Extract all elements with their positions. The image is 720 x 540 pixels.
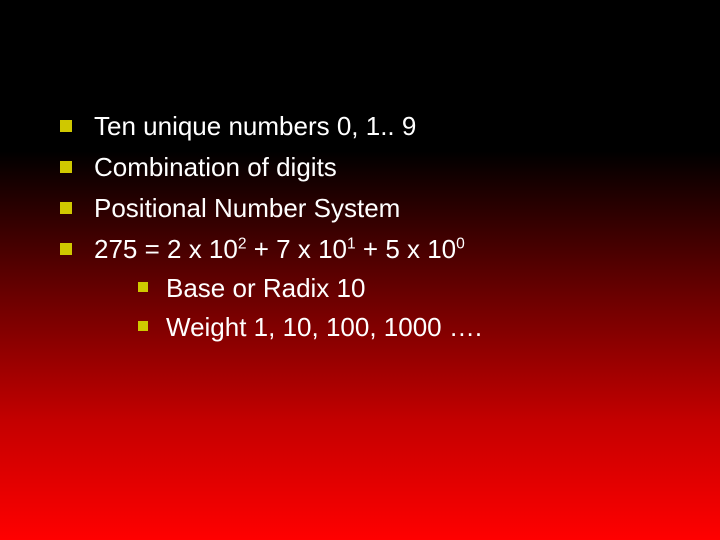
eq-exp: 2 <box>238 236 247 253</box>
slide-content: Decimal Number System Ten unique numbers… <box>0 30 720 346</box>
equation-text: 275 = 2 x 102 + 7 x 101 + 5 x 100 <box>94 234 465 264</box>
eq-exp: 0 <box>456 236 465 253</box>
list-item-text: Ten unique numbers 0, 1.. 9 <box>94 111 416 141</box>
list-item: Combination of digits <box>60 150 720 185</box>
eq-part: 275 = 2 x 10 <box>94 234 238 264</box>
slide-title: Decimal Number System <box>0 30 720 69</box>
sub-bullet-list: Base or Radix 10 Weight 1, 10, 100, 1000… <box>94 271 720 345</box>
list-item: Ten unique numbers 0, 1.. 9 <box>60 109 720 144</box>
bullet-list: Ten unique numbers 0, 1.. 9 Combination … <box>0 109 720 346</box>
list-item-text: Combination of digits <box>94 152 337 182</box>
eq-exp: 1 <box>347 236 356 253</box>
list-item: Base or Radix 10 <box>138 271 720 306</box>
eq-part: + 5 x 10 <box>356 234 456 264</box>
list-item-text: Base or Radix 10 <box>166 273 365 303</box>
slide: Decimal Number System Ten unique numbers… <box>0 0 720 540</box>
list-item: Positional Number System <box>60 191 720 226</box>
list-item: Weight 1, 10, 100, 1000 …. <box>138 310 720 345</box>
eq-part: + 7 x 10 <box>247 234 347 264</box>
list-item: 275 = 2 x 102 + 7 x 101 + 5 x 100 Base o… <box>60 232 720 345</box>
list-item-text: Weight 1, 10, 100, 1000 …. <box>166 312 482 342</box>
list-item-text: Positional Number System <box>94 193 400 223</box>
